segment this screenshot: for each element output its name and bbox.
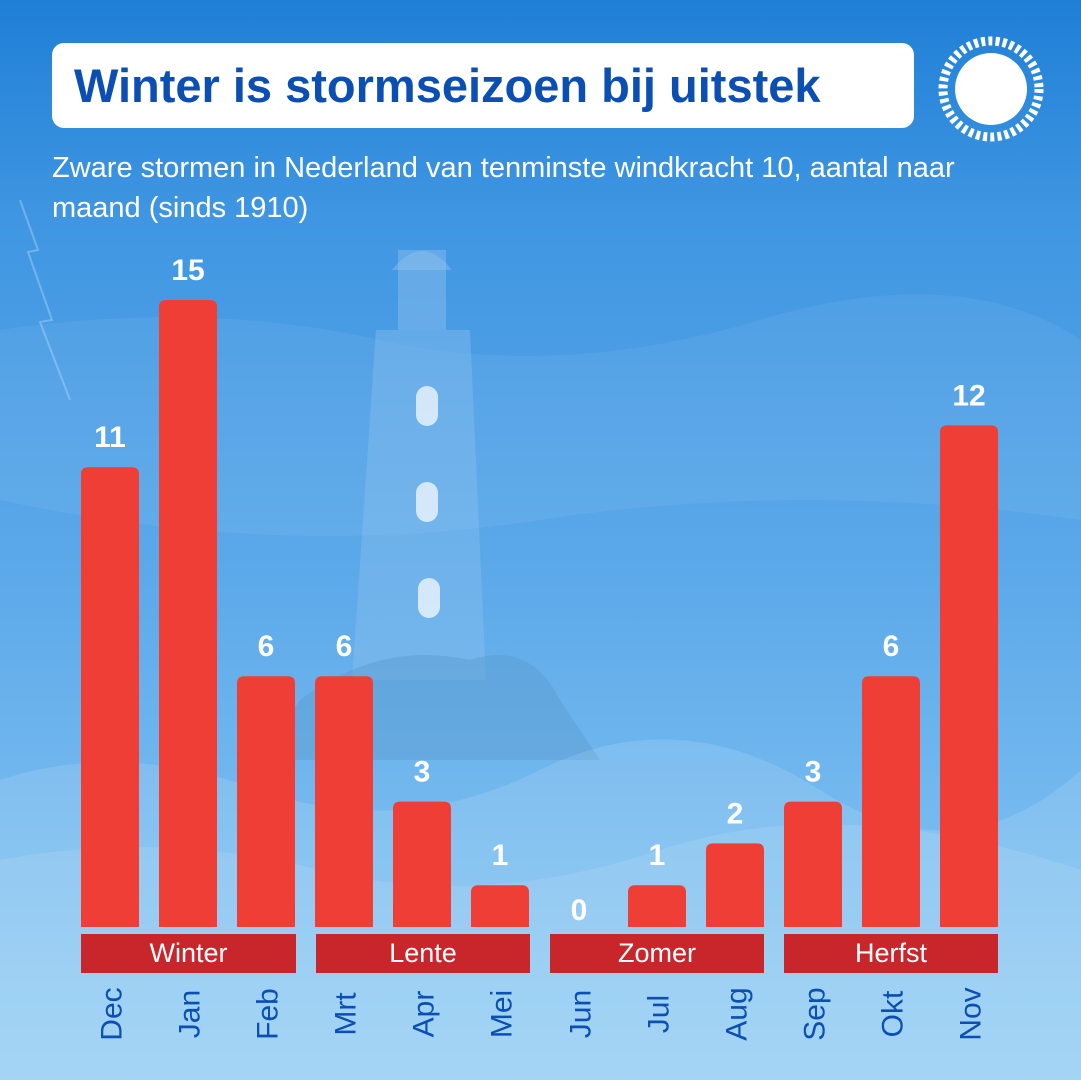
month-label-mei: Mei [486,990,519,1038]
bar-mei [471,885,529,927]
month-label-dec: Dec [96,987,129,1040]
month-label-aug: Aug [721,987,754,1040]
bar-jul [628,885,686,927]
season-band-zomer [550,934,764,973]
value-label-aug: 2 [727,797,744,830]
month-label-sep: Sep [799,987,832,1040]
month-label-apr: Apr [408,991,441,1038]
bar-apr [393,801,451,927]
value-label-sep: 3 [805,756,822,789]
value-label-nov: 12 [952,379,985,412]
month-label-nov: Nov [955,987,988,1040]
month-label-okt: Okt [877,990,910,1037]
value-label-dec: 11 [94,421,126,454]
value-label-okt: 6 [883,630,900,663]
value-label-mrt: 6 [336,630,353,663]
bar-feb [237,676,295,927]
value-label-mei: 1 [492,839,509,872]
bar-mrt [315,676,373,927]
month-label-feb: Feb [252,988,285,1040]
season-band-lente [316,934,530,973]
bar-dec [81,467,139,927]
title-banner: Winter is stormseizoen bij uitstek [52,43,914,128]
bar-nov [940,425,998,927]
month-label-mrt: Mrt [330,992,363,1036]
season-label-herfst: Herfst [855,938,928,968]
season-label-lente: Lente [389,938,457,968]
season-label-zomer: Zomer [618,938,696,968]
season-band-herfst [784,934,998,973]
value-label-feb: 6 [258,630,275,663]
bar-jan [159,300,217,927]
value-label-jun: 0 [571,894,588,927]
value-label-jul: 1 [649,839,666,872]
month-label-jul: Jul [643,995,676,1033]
bar-okt [862,676,920,927]
value-label-apr: 3 [414,756,431,789]
chart-title: Winter is stormseizoen bij uitstek [74,59,821,112]
chart-subtitle: Zware stormen in Nederland van tenminste… [52,152,955,224]
season-band-winter [81,934,296,973]
sun-icon [938,36,1044,142]
bar-aug [706,843,764,927]
value-label-jan: 15 [171,254,204,287]
month-label-jun: Jun [565,990,598,1038]
bar-sep [784,801,842,927]
season-label-winter: Winter [149,938,227,968]
month-label-jan: Jan [174,990,207,1038]
